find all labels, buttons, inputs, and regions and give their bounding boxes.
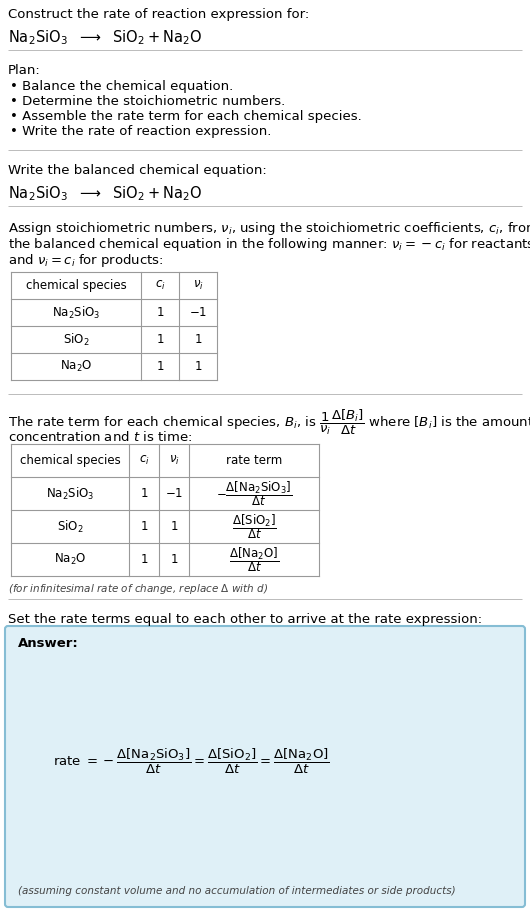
Text: 1: 1: [170, 520, 178, 533]
Text: Assign stoichiometric numbers, $\nu_i$, using the stoichiometric coefficients, $: Assign stoichiometric numbers, $\nu_i$, …: [8, 220, 530, 237]
Text: • Determine the stoichiometric numbers.: • Determine the stoichiometric numbers.: [10, 95, 285, 108]
Text: 1: 1: [140, 487, 148, 500]
Text: • Balance the chemical equation.: • Balance the chemical equation.: [10, 80, 233, 93]
Text: $\mathrm{Na_2SiO_3}$  $\longrightarrow$  $\mathrm{SiO_2 + Na_2O}$: $\mathrm{Na_2SiO_3}$ $\longrightarrow$ $…: [8, 184, 202, 203]
Text: $c_i$: $c_i$: [139, 454, 149, 467]
Text: $\dfrac{\Delta[\mathrm{Na_2O}]}{\Delta t}$: $\dfrac{\Delta[\mathrm{Na_2O}]}{\Delta t…: [229, 545, 279, 574]
Text: 1: 1: [170, 553, 178, 566]
Text: $\mathrm{Na_2SiO_3}$: $\mathrm{Na_2SiO_3}$: [46, 485, 94, 501]
Text: $c_i$: $c_i$: [155, 279, 165, 292]
Text: chemical species: chemical species: [20, 454, 120, 467]
Text: 1: 1: [140, 553, 148, 566]
Text: and $\nu_i = c_i$ for products:: and $\nu_i = c_i$ for products:: [8, 252, 164, 269]
Text: Answer:: Answer:: [18, 637, 79, 650]
Text: the balanced chemical equation in the following manner: $\nu_i = -c_i$ for react: the balanced chemical equation in the fo…: [8, 236, 530, 253]
Text: 1: 1: [140, 520, 148, 533]
Text: $\mathrm{Na_2SiO_3}$: $\mathrm{Na_2SiO_3}$: [52, 305, 100, 320]
Text: • Write the rate of reaction expression.: • Write the rate of reaction expression.: [10, 125, 271, 138]
Text: concentration and $t$ is time:: concentration and $t$ is time:: [8, 430, 192, 444]
Text: rate term: rate term: [226, 454, 282, 467]
Text: rate $= -\dfrac{\Delta[\mathrm{Na_2SiO_3}]}{\Delta t} = \dfrac{\Delta[\mathrm{Si: rate $= -\dfrac{\Delta[\mathrm{Na_2SiO_3…: [53, 746, 330, 775]
Text: $\nu_i$: $\nu_i$: [192, 279, 204, 292]
Text: • Assemble the rate term for each chemical species.: • Assemble the rate term for each chemic…: [10, 110, 362, 123]
Text: 1: 1: [156, 360, 164, 373]
Text: $\mathrm{SiO_2}$: $\mathrm{SiO_2}$: [63, 331, 89, 348]
Text: $\mathrm{Na_2O}$: $\mathrm{Na_2O}$: [60, 359, 92, 374]
Text: 1: 1: [195, 333, 202, 346]
Text: $\mathrm{Na_2O}$: $\mathrm{Na_2O}$: [54, 552, 86, 567]
Text: The rate term for each chemical species, $B_i$, is $\dfrac{1}{\nu_i}\dfrac{\Delt: The rate term for each chemical species,…: [8, 408, 530, 438]
Text: Construct the rate of reaction expression for:: Construct the rate of reaction expressio…: [8, 8, 309, 21]
Text: 1: 1: [156, 333, 164, 346]
Text: $-1$: $-1$: [189, 306, 207, 319]
Text: 1: 1: [156, 306, 164, 319]
Text: Write the balanced chemical equation:: Write the balanced chemical equation:: [8, 164, 267, 177]
Text: chemical species: chemical species: [25, 279, 126, 292]
Text: (assuming constant volume and no accumulation of intermediates or side products): (assuming constant volume and no accumul…: [18, 886, 456, 896]
Text: Plan:: Plan:: [8, 64, 41, 77]
Text: $-1$: $-1$: [165, 487, 183, 500]
Text: Set the rate terms equal to each other to arrive at the rate expression:: Set the rate terms equal to each other t…: [8, 613, 482, 626]
Text: $\mathrm{Na_2SiO_3}$  $\longrightarrow$  $\mathrm{SiO_2 + Na_2O}$: $\mathrm{Na_2SiO_3}$ $\longrightarrow$ $…: [8, 28, 202, 46]
Text: $\nu_i$: $\nu_i$: [169, 454, 180, 467]
Text: $\dfrac{\Delta[\mathrm{SiO_2}]}{\Delta t}$: $\dfrac{\Delta[\mathrm{SiO_2}]}{\Delta t…: [232, 512, 277, 541]
Text: $\mathrm{SiO_2}$: $\mathrm{SiO_2}$: [57, 519, 83, 534]
Text: $-\dfrac{\Delta[\mathrm{Na_2SiO_3}]}{\Delta t}$: $-\dfrac{\Delta[\mathrm{Na_2SiO_3}]}{\De…: [216, 479, 292, 508]
Text: 1: 1: [195, 360, 202, 373]
FancyBboxPatch shape: [5, 626, 525, 907]
Text: (for infinitesimal rate of change, replace $\Delta$ with $d$): (for infinitesimal rate of change, repla…: [8, 582, 268, 596]
